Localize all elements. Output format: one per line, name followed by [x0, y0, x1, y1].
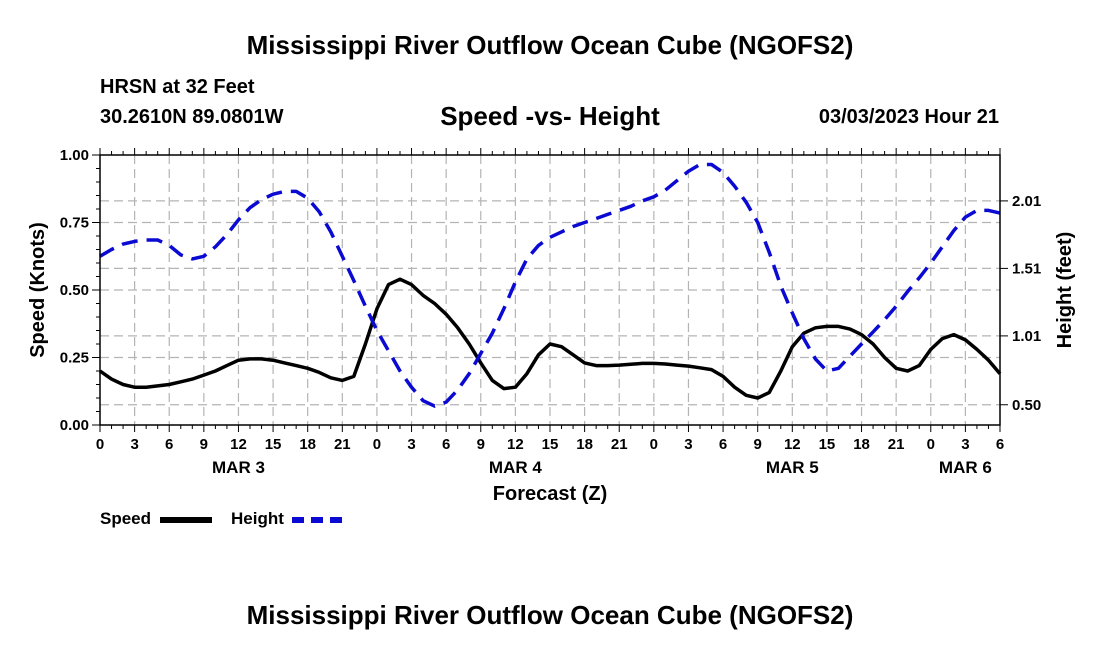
x-tick-label: 15 [265, 436, 282, 453]
x-tick-label: 12 [230, 436, 247, 453]
height-line [99, 162, 1001, 408]
y-tick-label: 0.25 [60, 350, 89, 367]
x-tick-label: 0 [927, 436, 935, 453]
x-tick-label: 18 [576, 436, 593, 453]
legend-height-label: Height [231, 509, 284, 528]
date-label: MAR 3 [212, 458, 265, 477]
y-tick-label: 1.00 [60, 147, 89, 164]
y-axis-label: Speed (Knots) [27, 222, 49, 358]
y-tick-label: 0.00 [60, 417, 89, 434]
x-tick-label: 9 [477, 436, 485, 453]
x-tick-label: 3 [961, 436, 969, 453]
forecast-datetime: 03/03/2023 Hour 21 [818, 106, 999, 128]
x-tick-label: 9 [754, 436, 762, 453]
date-label: MAR 6 [939, 458, 992, 477]
legend-height-swatch [292, 517, 342, 523]
series-group [98, 162, 1002, 408]
x-tick-label: 6 [442, 436, 450, 453]
x-tick-label: 6 [996, 436, 1004, 453]
x-tick-label: 12 [784, 436, 801, 453]
x-tick-label: 6 [165, 436, 173, 453]
chart-title: Mississippi River Outflow Ocean Cube (NG… [246, 30, 854, 60]
x-tick-label: 0 [96, 436, 104, 453]
x-tick-label: 0 [650, 436, 658, 453]
y-tick-label: 0.50 [60, 282, 89, 299]
x-tick-label: 12 [507, 436, 524, 453]
footer-title: Mississippi River Outflow Ocean Cube (NG… [246, 600, 854, 630]
x-tick-label: 0 [373, 436, 381, 453]
x-tick-label: 3 [407, 436, 415, 453]
x-tick-label: 3 [130, 436, 138, 453]
x-tick-label: 21 [334, 436, 351, 453]
grid [100, 155, 1000, 425]
legend-speed-swatch [160, 517, 212, 523]
station-label: HRSN at 32 Feet [100, 76, 255, 98]
x-tick-label: 18 [299, 436, 316, 453]
x-axis-label: Forecast (Z) [493, 483, 607, 505]
date-label: MAR 5 [766, 458, 819, 477]
axes: 0.00 0.25 0.50 0.75 1.00 0.50 1.01 1.51 2.01 0 3 6 9… [60, 147, 1041, 477]
chart-subtitle: Speed -vs- Height [440, 101, 660, 131]
y2-axis-label: Height (feet) [1054, 232, 1076, 349]
x-tick-label: 21 [611, 436, 628, 453]
speed-line [98, 277, 1002, 400]
x-tick-label: 15 [542, 436, 559, 453]
x-tick-label: 9 [200, 436, 208, 453]
x-tick-label: 15 [819, 436, 836, 453]
x-tick-label: 3 [684, 436, 692, 453]
y-tick-label: 0.75 [60, 215, 89, 232]
x-tick-label: 21 [888, 436, 905, 453]
y2-tick-label: 1.01 [1012, 328, 1041, 345]
coordinates-label: 30.2610N 89.0801W [100, 106, 284, 128]
x-tick-label: 6 [719, 436, 727, 453]
date-label: MAR 4 [489, 458, 542, 477]
x-tick-label: 18 [853, 436, 870, 453]
legend-speed-label: Speed [100, 509, 152, 528]
y2-tick-label: 2.01 [1012, 193, 1041, 210]
y2-tick-label: 1.51 [1012, 260, 1041, 277]
y2-tick-label: 0.50 [1012, 397, 1041, 414]
